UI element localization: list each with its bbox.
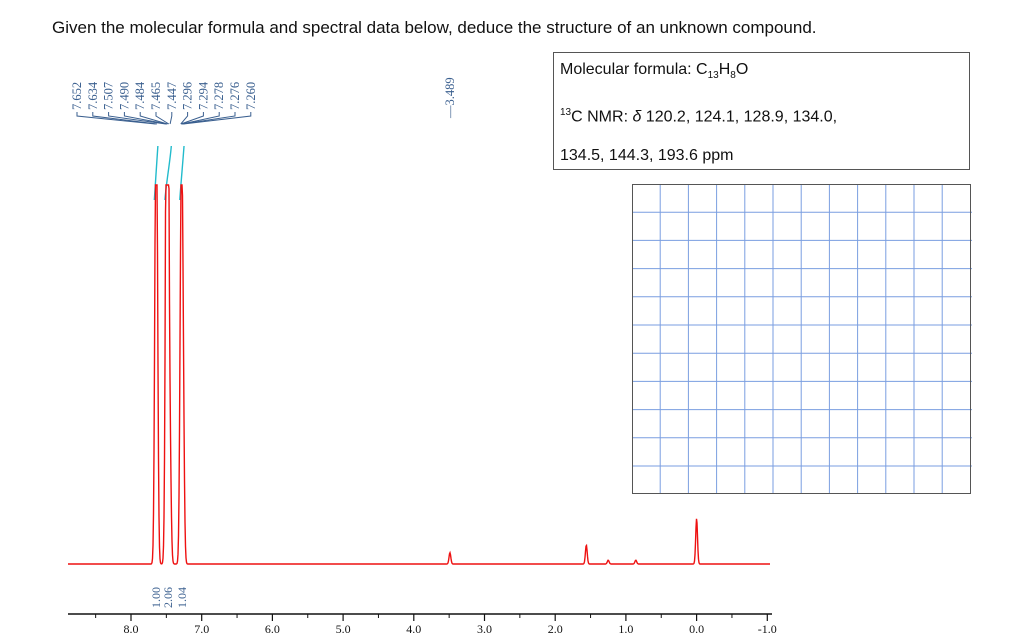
peak-label: 7.260 — [244, 82, 258, 110]
question-text: Given the molecular formula and spectral… — [52, 18, 817, 37]
nmr-label: C NMR: — [571, 108, 633, 126]
peak-label: 7.447 — [165, 82, 179, 110]
peak-connector — [183, 112, 252, 125]
formula-oxygen: O — [735, 61, 749, 78]
peak-label: 7.634 — [86, 81, 100, 110]
nmr-isotope: 13 — [560, 107, 572, 118]
x-tick-label: 4.0 — [406, 622, 421, 636]
peak-label: 7.484 — [133, 81, 147, 110]
x-tick-label: 5.0 — [336, 622, 351, 636]
x-tick-label: 3.0 — [477, 622, 492, 636]
formula-carbon: C — [696, 61, 708, 78]
peak-label: 7.465 — [149, 82, 163, 110]
peak-label: 7.507 — [102, 82, 116, 110]
integral-curve — [179, 145, 185, 201]
peak-connector — [182, 112, 236, 125]
peak-label: —3.489 — [443, 77, 457, 119]
peak-connector — [92, 112, 157, 125]
peak-label: 7.652 — [70, 82, 84, 110]
drawing-grid[interactable] — [632, 184, 972, 494]
x-tick-label: 2.0 — [548, 622, 563, 636]
c13-nmr-line-1: 13C NMR: δ 120.2, 124.1, 128.9, 134.0, — [560, 107, 837, 126]
formula-hydrogen-count: 8 — [730, 70, 736, 82]
peak-label: 7.490 — [117, 82, 131, 110]
x-tick-label: -1.0 — [758, 622, 777, 636]
nmr-values-1: 120.2, 124.1, 128.9, 134.0, — [641, 108, 838, 126]
formula-hydrogen: H — [718, 61, 731, 78]
x-tick-label: 1.0 — [618, 622, 633, 636]
c13-nmr-line-2: 134.5, 144.3, 193.6 ppm — [560, 147, 733, 165]
peak-connector — [180, 112, 204, 125]
peak-connector — [76, 112, 156, 125]
integral-value: 1.00 — [149, 587, 163, 608]
nmr-values-2: 134.5, 144.3, 193.6 ppm — [560, 147, 734, 164]
formula-label: Molecular formula: — [560, 61, 697, 78]
peak-connector — [155, 112, 170, 125]
formula-carbon-count: 13 — [707, 70, 719, 82]
x-tick-label: 8.0 — [124, 622, 139, 636]
x-tick-label: 7.0 — [194, 622, 209, 636]
x-tick-label: 0.0 — [689, 622, 704, 636]
molecular-formula: Molecular formula: C13H8O — [560, 61, 748, 81]
peak-connector — [181, 112, 220, 125]
peak-label: 7.276 — [228, 82, 242, 110]
peak-connector — [123, 112, 168, 125]
spectral-info-box: Molecular formula: C13H8O 13C NMR: δ 120… — [553, 52, 970, 170]
peak-connector — [180, 112, 189, 125]
peak-label: 7.294 — [196, 81, 210, 110]
integral-curve — [153, 145, 159, 201]
peak-connector — [139, 112, 168, 125]
integral-value: 2.06 — [161, 587, 175, 608]
integral-value: 1.04 — [175, 587, 189, 608]
peak-label: 7.296 — [181, 82, 195, 110]
spectrum-trace — [68, 184, 770, 565]
nmr-delta: δ — [632, 108, 642, 126]
peak-connector — [169, 112, 173, 125]
peak-label: 7.278 — [212, 82, 226, 110]
peak-connector — [108, 112, 166, 125]
x-tick-label: 6.0 — [265, 622, 280, 636]
